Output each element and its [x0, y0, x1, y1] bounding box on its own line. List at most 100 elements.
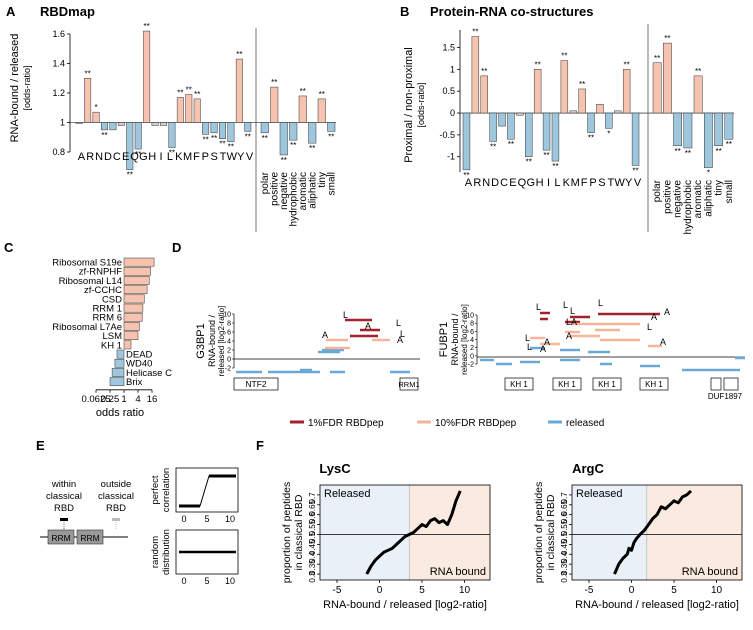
significance-label: **: [177, 88, 183, 97]
group-bar: [652, 62, 662, 114]
bar: [109, 122, 117, 131]
x-category-label: C: [500, 177, 508, 189]
bar: [193, 98, 201, 123]
region-label: RNA bound: [430, 566, 486, 578]
peptide-marker: A: [571, 317, 577, 327]
data-line: [613, 489, 693, 575]
domain-box: [504, 377, 534, 391]
domain-bar: [114, 358, 125, 368]
x-tick-label: 4: [135, 394, 140, 405]
mini-plot-label: random: [150, 536, 161, 568]
y-tick-label: 0.35: [308, 559, 317, 575]
x-category-label: V: [634, 177, 642, 189]
rrm-box: [47, 529, 75, 545]
x-category-label: L: [167, 151, 173, 163]
domain-box: [710, 377, 722, 391]
significance-label: **: [101, 131, 107, 140]
group-bar: [693, 75, 703, 114]
y-tick-label: 0: [227, 357, 231, 364]
domain-box: [639, 377, 669, 391]
y-tick-label: -2: [225, 366, 231, 373]
x-tick-label: 16: [147, 394, 158, 405]
y-axis-label: in classical RBD: [293, 494, 305, 570]
significance-label: **: [211, 134, 217, 143]
significance-label: **: [695, 67, 701, 76]
significance-label: **: [186, 85, 192, 94]
x-category-label: E: [122, 151, 129, 163]
significance-label: *: [707, 169, 710, 178]
y-axis-label: [odds-ratio]: [22, 65, 32, 110]
x-category-label: R: [473, 177, 481, 189]
x-tick-label: 0.25: [101, 394, 120, 405]
peptide-mark: [112, 518, 120, 521]
peptide-marker: A: [322, 330, 328, 340]
bar: [525, 112, 533, 157]
peptide-marker: A: [365, 321, 371, 331]
group-bar: [270, 86, 279, 123]
y-tick-label: 0.5: [442, 86, 455, 96]
significance-label: **: [127, 171, 133, 180]
y-tick-label: 0.5: [308, 531, 317, 543]
group-bar: [714, 112, 723, 147]
x-category-label: D: [104, 151, 112, 163]
bar: [210, 122, 218, 134]
domain-bar: [111, 368, 125, 377]
significance-label: **: [552, 162, 558, 171]
domain-box: [552, 377, 582, 391]
significance-label: **: [219, 140, 225, 149]
x-category-label: M: [183, 151, 192, 163]
group-bar: [724, 112, 734, 140]
y-tick-label: 0.45: [560, 539, 569, 555]
chart-title: RBDmap: [40, 4, 95, 19]
group-bar: [279, 122, 288, 156]
rna-bound-region: [409, 485, 490, 580]
y-axis-label: RNA-bound /: [450, 313, 460, 366]
domain-label: NTF2: [245, 379, 267, 389]
x-category-label: F: [193, 151, 200, 163]
x-category-label: S: [598, 177, 605, 189]
schematic-label: classical: [98, 491, 134, 502]
group-bar: [260, 122, 269, 134]
y-tick-label: 1.2: [52, 88, 65, 98]
y-tick-label: -1: [447, 152, 455, 162]
bar: [227, 122, 235, 142]
domain-label: zf-CCHC: [84, 285, 122, 296]
group-category-label: aliphatic: [703, 180, 714, 217]
y-axis-label: proportion of peptides: [281, 482, 293, 584]
schematic-label: classical: [46, 491, 82, 502]
y-tick-label: 8: [470, 321, 474, 328]
peptide-marker: L: [647, 322, 652, 332]
schematic-label: within: [51, 479, 76, 490]
schematic-label: outside: [101, 479, 132, 490]
x-category-label: Q: [130, 151, 139, 163]
chart-e-schematic: withinclassicalRBDoutsideclassicalRBDRRM…: [40, 467, 239, 586]
group-category-label: hydrophobic: [288, 172, 299, 226]
region-label: Released: [576, 488, 622, 500]
bar: [126, 122, 134, 170]
bar: [84, 78, 92, 123]
domain-label: Ribosomal L7Ae: [52, 322, 122, 333]
x-tick-label: 5: [204, 514, 209, 524]
x-category-label: G: [139, 151, 148, 163]
significance-label: **: [271, 78, 277, 87]
bar: [533, 69, 542, 114]
domain-label: KH 1: [510, 380, 528, 389]
domain-bar: [123, 331, 139, 341]
y-tick-label: 0.5: [560, 531, 569, 543]
domain-label: KH 1: [101, 340, 122, 351]
significance-label: **: [726, 140, 732, 149]
domain-label: Ribosomal L14: [59, 276, 122, 287]
y-tick-label: -0.5: [439, 130, 455, 140]
x-category-label: Y: [237, 151, 245, 163]
significance-label: **: [135, 150, 141, 159]
x-tick-label: 5: [671, 585, 677, 596]
significance-label: **: [144, 22, 150, 31]
y-axis-label: RNA-bound /: [207, 314, 217, 367]
plot-frame: [319, 484, 491, 581]
peptide-marker: A: [397, 335, 403, 345]
chart-d-peptide-maps: G3BP1 RNA-bound / released [log2-ratio]108…: [195, 298, 745, 429]
panel-label-d: D: [172, 240, 181, 255]
group-category-label: aliphatic: [307, 172, 318, 209]
y-tick-label: 0.45: [308, 539, 317, 555]
domain-label: WD40: [126, 359, 152, 370]
